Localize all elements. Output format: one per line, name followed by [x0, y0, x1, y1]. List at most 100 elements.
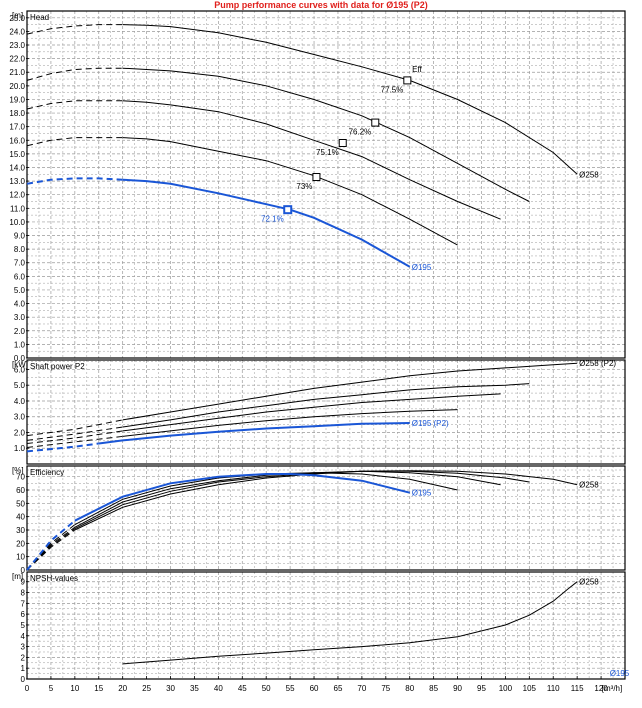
y-tick-label: 7: [21, 599, 26, 608]
y-tick-label: 18.0: [9, 109, 25, 118]
x-tick-label: 90: [453, 684, 462, 693]
panel-title: Shaft power P2: [30, 362, 85, 371]
y-tick-label: 2: [21, 653, 26, 662]
series-label: Ø258: [579, 481, 599, 490]
x-tick-label: 60: [310, 684, 319, 693]
y-tick-label: 6: [21, 610, 26, 619]
y-tick-label: 20.0: [9, 82, 25, 91]
efficiency-point-label: 73%: [296, 182, 312, 191]
series-line-dashed--258: [26, 24, 123, 35]
y-tick-label: 5.0: [14, 286, 26, 295]
series-line--195: [74, 473, 410, 522]
series-line-curve-1: [74, 470, 530, 530]
x-tick-label: 120: [594, 684, 608, 693]
x-tick-label: 115: [571, 684, 584, 693]
y-tick-label: 15.0: [9, 150, 25, 159]
x-axis-label: [m³/h]: [602, 684, 622, 693]
y-tick-label: 23.0: [9, 41, 25, 50]
efficiency-point-label: 76.2%: [349, 128, 372, 137]
y-tick-label: 22.0: [9, 55, 25, 64]
y-tick-label: 8: [21, 589, 26, 598]
y-tick-label: 7.0: [14, 259, 26, 268]
series-line-dashed-curve-1: [26, 426, 123, 441]
y-tick-label: 17.0: [9, 123, 25, 132]
x-tick-label: 50: [262, 684, 271, 693]
series-line-curve-3: [122, 137, 458, 246]
y-tick-label: 0: [21, 675, 26, 684]
panel-frame: [26, 465, 626, 571]
y-tick-label: 40: [16, 513, 25, 522]
series-line-curve-3: [122, 409, 458, 437]
series-line--258-p2-: [122, 362, 578, 421]
y-tick-label: 2.0: [14, 428, 26, 437]
y-tick-label: 10.0: [9, 218, 25, 227]
x-tick-label: 75: [381, 684, 390, 693]
y-tick-label: 4: [21, 632, 26, 641]
panel-title: Efficiency: [30, 468, 64, 477]
series-line-curve-2: [74, 470, 501, 528]
series-line-dashed-curve-3: [26, 137, 123, 147]
x-tick-label: 70: [357, 684, 366, 693]
series-line-dashed--195: [26, 177, 123, 185]
y-tick-label: 6.0: [14, 365, 26, 374]
series-line-curve-2: [122, 100, 501, 220]
y-tick-label: 50: [16, 499, 25, 508]
y-tick-label: 3: [21, 643, 26, 652]
y-axis-label: [%]: [12, 466, 24, 475]
y-tick-label: 60: [16, 486, 25, 495]
panel-power: 1.0 2.0 3.0 4.0 5.0 6.0[kW] Shaft power P2 Ø258…: [12, 359, 626, 465]
y-tick-label: 5.0: [14, 381, 26, 390]
y-tick-label: 12.0: [9, 191, 25, 200]
y-tick-label: 9.0: [14, 232, 26, 241]
efficiency-point-marker: [338, 138, 347, 147]
series-line-dashed--195: [26, 519, 76, 571]
series-line-curve-1: [122, 383, 530, 428]
x-tick-label: 20: [118, 684, 127, 693]
y-tick-label: 8.0: [14, 245, 26, 254]
series-line-dashed--258-p2-: [26, 419, 123, 437]
y-tick-label: 3.0: [14, 313, 26, 322]
y-tick-label: 10: [16, 553, 25, 562]
chart-annotation: Eff: [412, 65, 422, 74]
y-tick-label: 1.0: [14, 340, 26, 349]
y-tick-label: 21.0: [9, 68, 25, 77]
y-tick-label: 20: [16, 539, 25, 548]
series-line-dashed-curve-2: [26, 430, 123, 444]
y-tick-label: 6.0: [14, 272, 26, 281]
y-tick-label: 1: [21, 664, 26, 673]
y-tick-label: 19.0: [9, 95, 25, 104]
x-tick-label: 80: [405, 684, 414, 693]
panel-efficiency: 0 10 20 30 40 50 60 70[%] Efficiency Ø258 Ø195: [12, 465, 626, 575]
series-line-dashed-curve-3: [26, 435, 123, 448]
panel-frame: [26, 10, 626, 359]
panel-frame: [26, 359, 626, 465]
series-line-dashed--195-p2-: [26, 442, 99, 453]
y-tick-label: 16.0: [9, 136, 25, 145]
series-line--258: [122, 581, 578, 665]
x-tick-label: 55: [286, 684, 295, 693]
y-tick-label: 70: [16, 473, 25, 482]
y-tick-label: 3.0: [14, 413, 26, 422]
efficiency-point-marker: [283, 205, 293, 215]
x-tick-label: 105: [523, 684, 537, 693]
x-tick-label: 45: [238, 684, 247, 693]
efficiency-point-marker: [371, 118, 380, 127]
panel-head: 0.0 1.0 2.0 3.0 4.0 5.0 6.0 7.0 8.0 9.0 10.0 11.0 12…: [9, 10, 626, 363]
x-tick-label: 85: [429, 684, 438, 693]
x-tick-label: 15: [94, 684, 103, 693]
panel-title: NPSH-values: [30, 574, 78, 583]
efficiency-point-marker: [312, 173, 321, 182]
y-tick-label: 24.0: [9, 27, 25, 36]
y-tick-label: 1.0: [14, 444, 26, 453]
x-tick-label: 10: [70, 684, 79, 693]
series-label: Ø195: [412, 263, 432, 272]
panel-frame: [26, 571, 626, 680]
series-line--195: [122, 178, 411, 268]
series-line-dashed-curve-1: [26, 67, 123, 81]
x-tick-label: 25: [142, 684, 151, 693]
series-line-curve-1: [122, 67, 530, 202]
y-axis-label: [kW]: [12, 360, 28, 369]
x-tick-label: 110: [547, 684, 560, 693]
